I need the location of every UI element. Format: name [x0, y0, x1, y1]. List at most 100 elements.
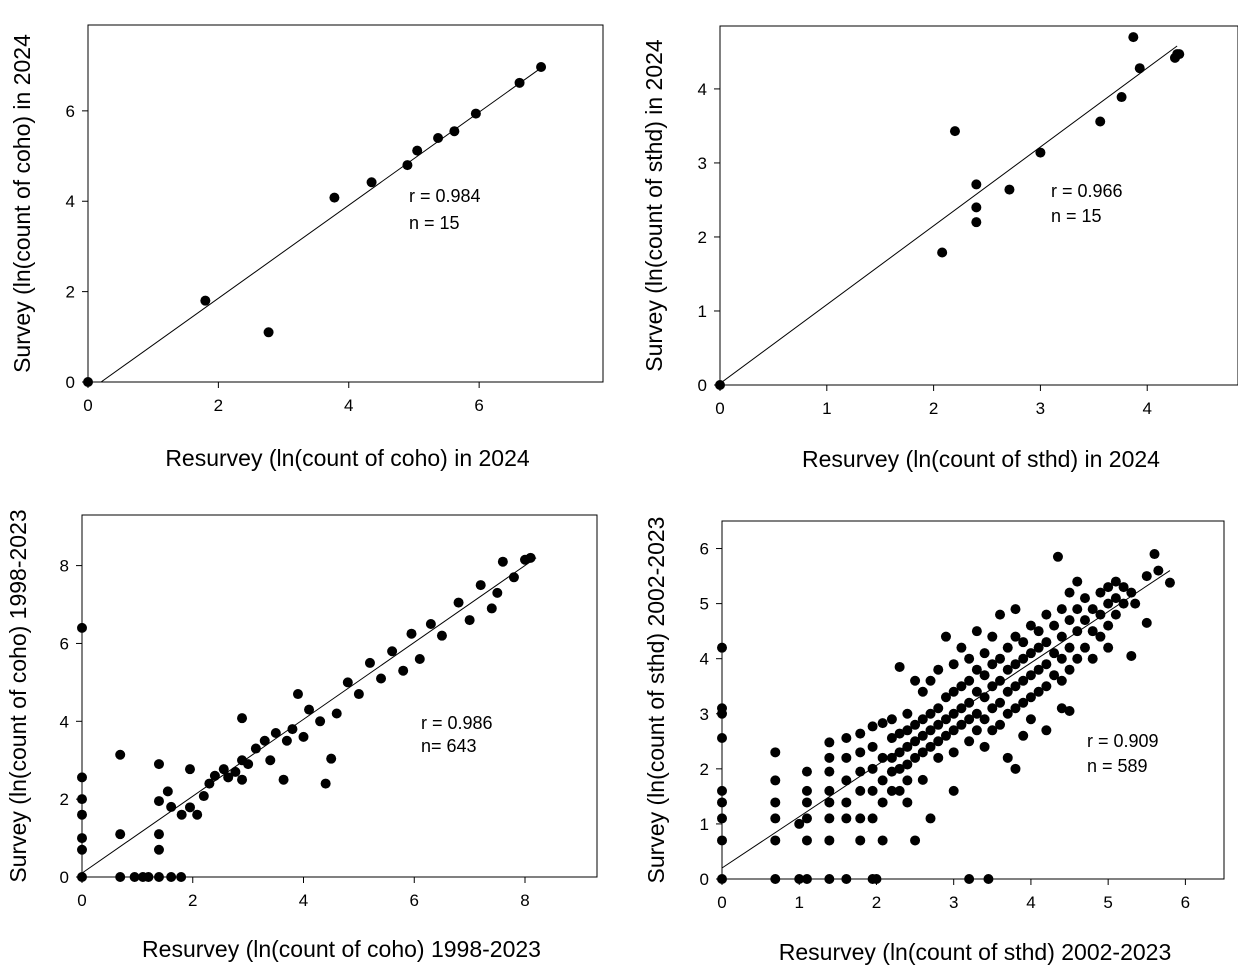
data-point [902, 775, 913, 786]
data-point [987, 681, 998, 692]
data-point [886, 714, 897, 725]
x-axis-title: Resurvey (ln(count of coho) 1998-2023 [142, 936, 541, 962]
data-point [824, 766, 835, 777]
data-point [464, 615, 475, 626]
x-tick-label: 1 [822, 399, 831, 418]
x-tick-label: 2 [929, 399, 938, 418]
data-point [1174, 49, 1185, 60]
data-point [1049, 670, 1060, 681]
data-point [77, 772, 87, 783]
coho-2024-scatter-panel: 0 2 4 6 0 2 4 6 r = 0.984 n = 15 Resurvey (ln(coun… [9, 24, 604, 471]
data-point [1079, 593, 1090, 604]
data-point [877, 775, 888, 786]
data-point [153, 872, 164, 882]
data-point [948, 725, 959, 736]
data-point [237, 774, 248, 785]
data-point [841, 797, 852, 808]
data-point [1056, 703, 1067, 714]
data-point [948, 659, 959, 670]
data-point [917, 714, 928, 725]
y-tick-label: 0 [66, 373, 75, 392]
data-point [1072, 626, 1083, 637]
data-point [204, 778, 215, 789]
data-point [536, 62, 547, 73]
x-tick-label: 0 [717, 893, 726, 912]
data-point [1110, 576, 1121, 587]
data-point [925, 741, 936, 752]
data-point [278, 774, 289, 785]
data-point [1010, 604, 1021, 615]
data-point [964, 736, 975, 747]
data-point [115, 872, 126, 882]
data-point [176, 809, 187, 820]
data-point [979, 741, 990, 752]
data-point [153, 844, 164, 855]
x-tick-label: 4 [1026, 893, 1035, 912]
data-point [1049, 648, 1060, 659]
data-point [77, 809, 87, 820]
data-point [398, 665, 409, 676]
data-point [824, 874, 835, 884]
data-point [1079, 642, 1090, 653]
data-point [1025, 620, 1036, 631]
data-point [1002, 686, 1013, 697]
data-point [841, 813, 852, 824]
data-point [77, 872, 87, 882]
data-point [886, 785, 897, 796]
data-point [320, 778, 331, 789]
data-point [971, 626, 982, 637]
data-point [855, 835, 866, 846]
data-point [855, 813, 866, 824]
data-point [1056, 653, 1067, 664]
data-point [717, 813, 727, 824]
data-point [364, 657, 375, 668]
data-point [770, 835, 781, 846]
data-point [877, 752, 888, 763]
y-axis-title: Survey (ln(count of sthd) in 2024 [641, 39, 667, 372]
data-point [1010, 763, 1021, 774]
data-point [1103, 620, 1114, 631]
data-point [917, 686, 928, 697]
data-point [1056, 631, 1067, 642]
data-point [292, 689, 303, 700]
data-point [902, 725, 913, 736]
data-point [1087, 626, 1098, 637]
data-point [995, 675, 1006, 686]
data-point [1010, 681, 1021, 692]
data-point [281, 735, 292, 746]
data-point [971, 664, 982, 675]
data-point [717, 797, 727, 808]
regression-line [81, 557, 537, 874]
y-tick-label: 4 [700, 650, 709, 669]
x-tick-label: 4 [344, 396, 353, 415]
data-point [956, 642, 967, 653]
x-axis-title: Resurvey (ln(count of coho) in 2024 [165, 445, 530, 471]
data-point [855, 728, 866, 739]
data-point [198, 791, 209, 802]
data-point [770, 775, 781, 786]
x-tick-label: 2 [214, 396, 223, 415]
data-point [940, 730, 951, 741]
data-point [971, 179, 982, 190]
data-point [1018, 675, 1029, 686]
x-axis-title: Resurvey (ln(count of sthd) in 2024 [802, 446, 1160, 472]
data-point [801, 813, 812, 824]
coho-1998-2023-scatter-panel: 0 2 4 6 8 0 2 4 6 8 r = 0.986 n= 643 Resurvey (ln(co… [5, 509, 598, 962]
data-point [964, 874, 975, 884]
data-point [1128, 32, 1139, 43]
data-point [153, 796, 164, 807]
data-point [717, 835, 727, 846]
data-point [715, 380, 725, 390]
data-point [1004, 184, 1015, 195]
data-point [995, 719, 1006, 730]
data-point [153, 829, 164, 840]
data-point [1018, 730, 1029, 741]
data-point [886, 766, 897, 777]
x-tick-label: 8 [520, 891, 529, 910]
data-point [298, 731, 309, 742]
data-point [1033, 626, 1044, 637]
data-point [979, 648, 990, 659]
data-point [824, 797, 835, 808]
data-point [801, 785, 812, 796]
data-point [406, 628, 417, 639]
